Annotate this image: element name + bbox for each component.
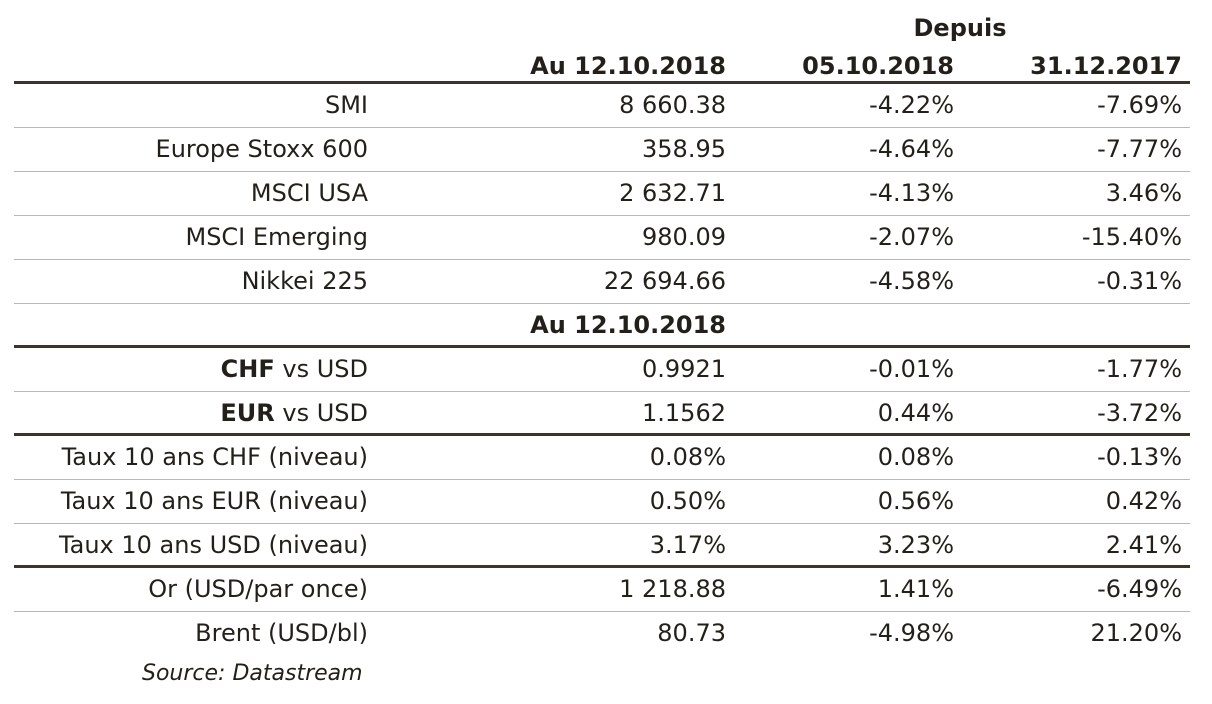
currency-code: CHF [220, 355, 275, 383]
row-change-year: -7.77% [1097, 135, 1182, 163]
row-label: MSCI USA [250, 179, 368, 207]
table-row: MSCI Emerging 980.09 -2.07% -15.40% [14, 216, 1190, 260]
row-change-year: -0.13% [1097, 443, 1182, 471]
row-label: Europe Stoxx 600 [155, 135, 368, 163]
subheader-date: Au 12.10.2018 [530, 311, 726, 339]
row-change-week: -4.13% [869, 179, 954, 207]
row-value: 1 218.88 [619, 575, 726, 603]
row-value: 1.1562 [642, 399, 726, 427]
table-row: Brent (USD/bl) 80.73 -4.98% 21.20% [14, 612, 1190, 656]
row-value: 8 660.38 [619, 91, 726, 119]
row-change-year: -7.69% [1097, 91, 1182, 119]
table-row: Taux 10 ans EUR (niveau) 0.50% 0.56% 0.4… [14, 480, 1190, 524]
row-change-year: -6.49% [1097, 575, 1182, 603]
header-col-since-week: 05.10.2018 [802, 52, 954, 80]
row-change-week: 0.08% [877, 443, 954, 471]
section-subheader-row: Au 12.10.2018 [14, 304, 1190, 348]
row-change-week: -2.07% [869, 223, 954, 251]
row-label: MSCI Emerging [185, 223, 368, 251]
row-change-week: -4.22% [869, 91, 954, 119]
table-row: Or (USD/par once) 1 218.88 1.41% -6.49% [14, 568, 1190, 612]
row-change-year: -1.77% [1097, 355, 1182, 383]
row-change-week: 3.23% [877, 531, 954, 559]
row-value: 22 694.66 [603, 267, 726, 295]
row-label: Taux 10 ans CHF (niveau) [61, 443, 368, 471]
table-row: EUR vs USD 1.1562 0.44% -3.72% [14, 392, 1190, 436]
row-change-year: -0.31% [1097, 267, 1182, 295]
table-row: Taux 10 ans USD (niveau) 3.17% 3.23% 2.4… [14, 524, 1190, 568]
table-row: MSCI USA 2 632.71 -4.13% 3.46% [14, 172, 1190, 216]
row-value: 358.95 [642, 135, 726, 163]
row-change-year: 21.20% [1090, 619, 1182, 647]
row-change-year: 0.42% [1105, 487, 1182, 515]
row-change-week: 0.56% [877, 487, 954, 515]
row-change-year: -3.72% [1097, 399, 1182, 427]
group-header-depuis: Depuis [913, 14, 1007, 42]
row-change-week: 0.44% [877, 399, 954, 427]
row-label: Taux 10 ans USD (niveau) [58, 531, 368, 559]
row-change-week: -4.58% [869, 267, 954, 295]
table-row: Taux 10 ans CHF (niveau) 0.08% 0.08% -0.… [14, 436, 1190, 480]
row-label: CHF vs USD [14, 348, 368, 391]
row-change-week: -4.64% [869, 135, 954, 163]
row-label: SMI [324, 91, 368, 119]
row-label: Nikkei 225 [241, 267, 368, 295]
header-col-date: Au 12.10.2018 [530, 52, 726, 80]
table-header: Au 12.10.2018 05.10.2018 31.12.2017 [14, 46, 1190, 82]
row-change-year: -15.40% [1081, 223, 1182, 251]
table-row: Europe Stoxx 600 358.95 -4.64% -7.77% [14, 128, 1190, 172]
currency-pair-rest: vs USD [274, 399, 368, 427]
row-value: 2 632.71 [619, 179, 726, 207]
row-change-week: 1.41% [877, 575, 954, 603]
row-value: 980.09 [642, 223, 726, 251]
row-change-year: 3.46% [1105, 179, 1182, 207]
currency-pair-rest: vs USD [274, 355, 368, 383]
row-label: Brent (USD/bl) [195, 619, 368, 647]
header-rule [14, 81, 1190, 84]
row-change-week: -0.01% [869, 355, 954, 383]
table-row: SMI 8 660.38 -4.22% -7.69% [14, 84, 1190, 128]
row-value: 3.17% [649, 531, 726, 559]
table-body: SMI 8 660.38 -4.22% -7.69% Europe Stoxx … [14, 84, 1190, 656]
row-label: Taux 10 ans EUR (niveau) [60, 487, 368, 515]
currency-code: EUR [220, 399, 275, 427]
header-col-since-year: 31.12.2017 [1030, 52, 1182, 80]
row-change-week: -4.98% [869, 619, 954, 647]
row-change-year: 2.41% [1105, 531, 1182, 559]
row-value: 80.73 [657, 619, 726, 647]
row-value: 0.9921 [642, 355, 726, 383]
row-label: EUR vs USD [14, 392, 368, 433]
source-note: Source: Datastream [142, 661, 363, 686]
table-row: CHF vs USD 0.9921 -0.01% -1.77% [14, 348, 1190, 392]
row-label: Or (USD/par once) [148, 575, 368, 603]
row-value: 0.08% [649, 443, 726, 471]
table-row: Nikkei 225 22 694.66 -4.58% -0.31% [14, 260, 1190, 304]
row-value: 0.50% [649, 487, 726, 515]
